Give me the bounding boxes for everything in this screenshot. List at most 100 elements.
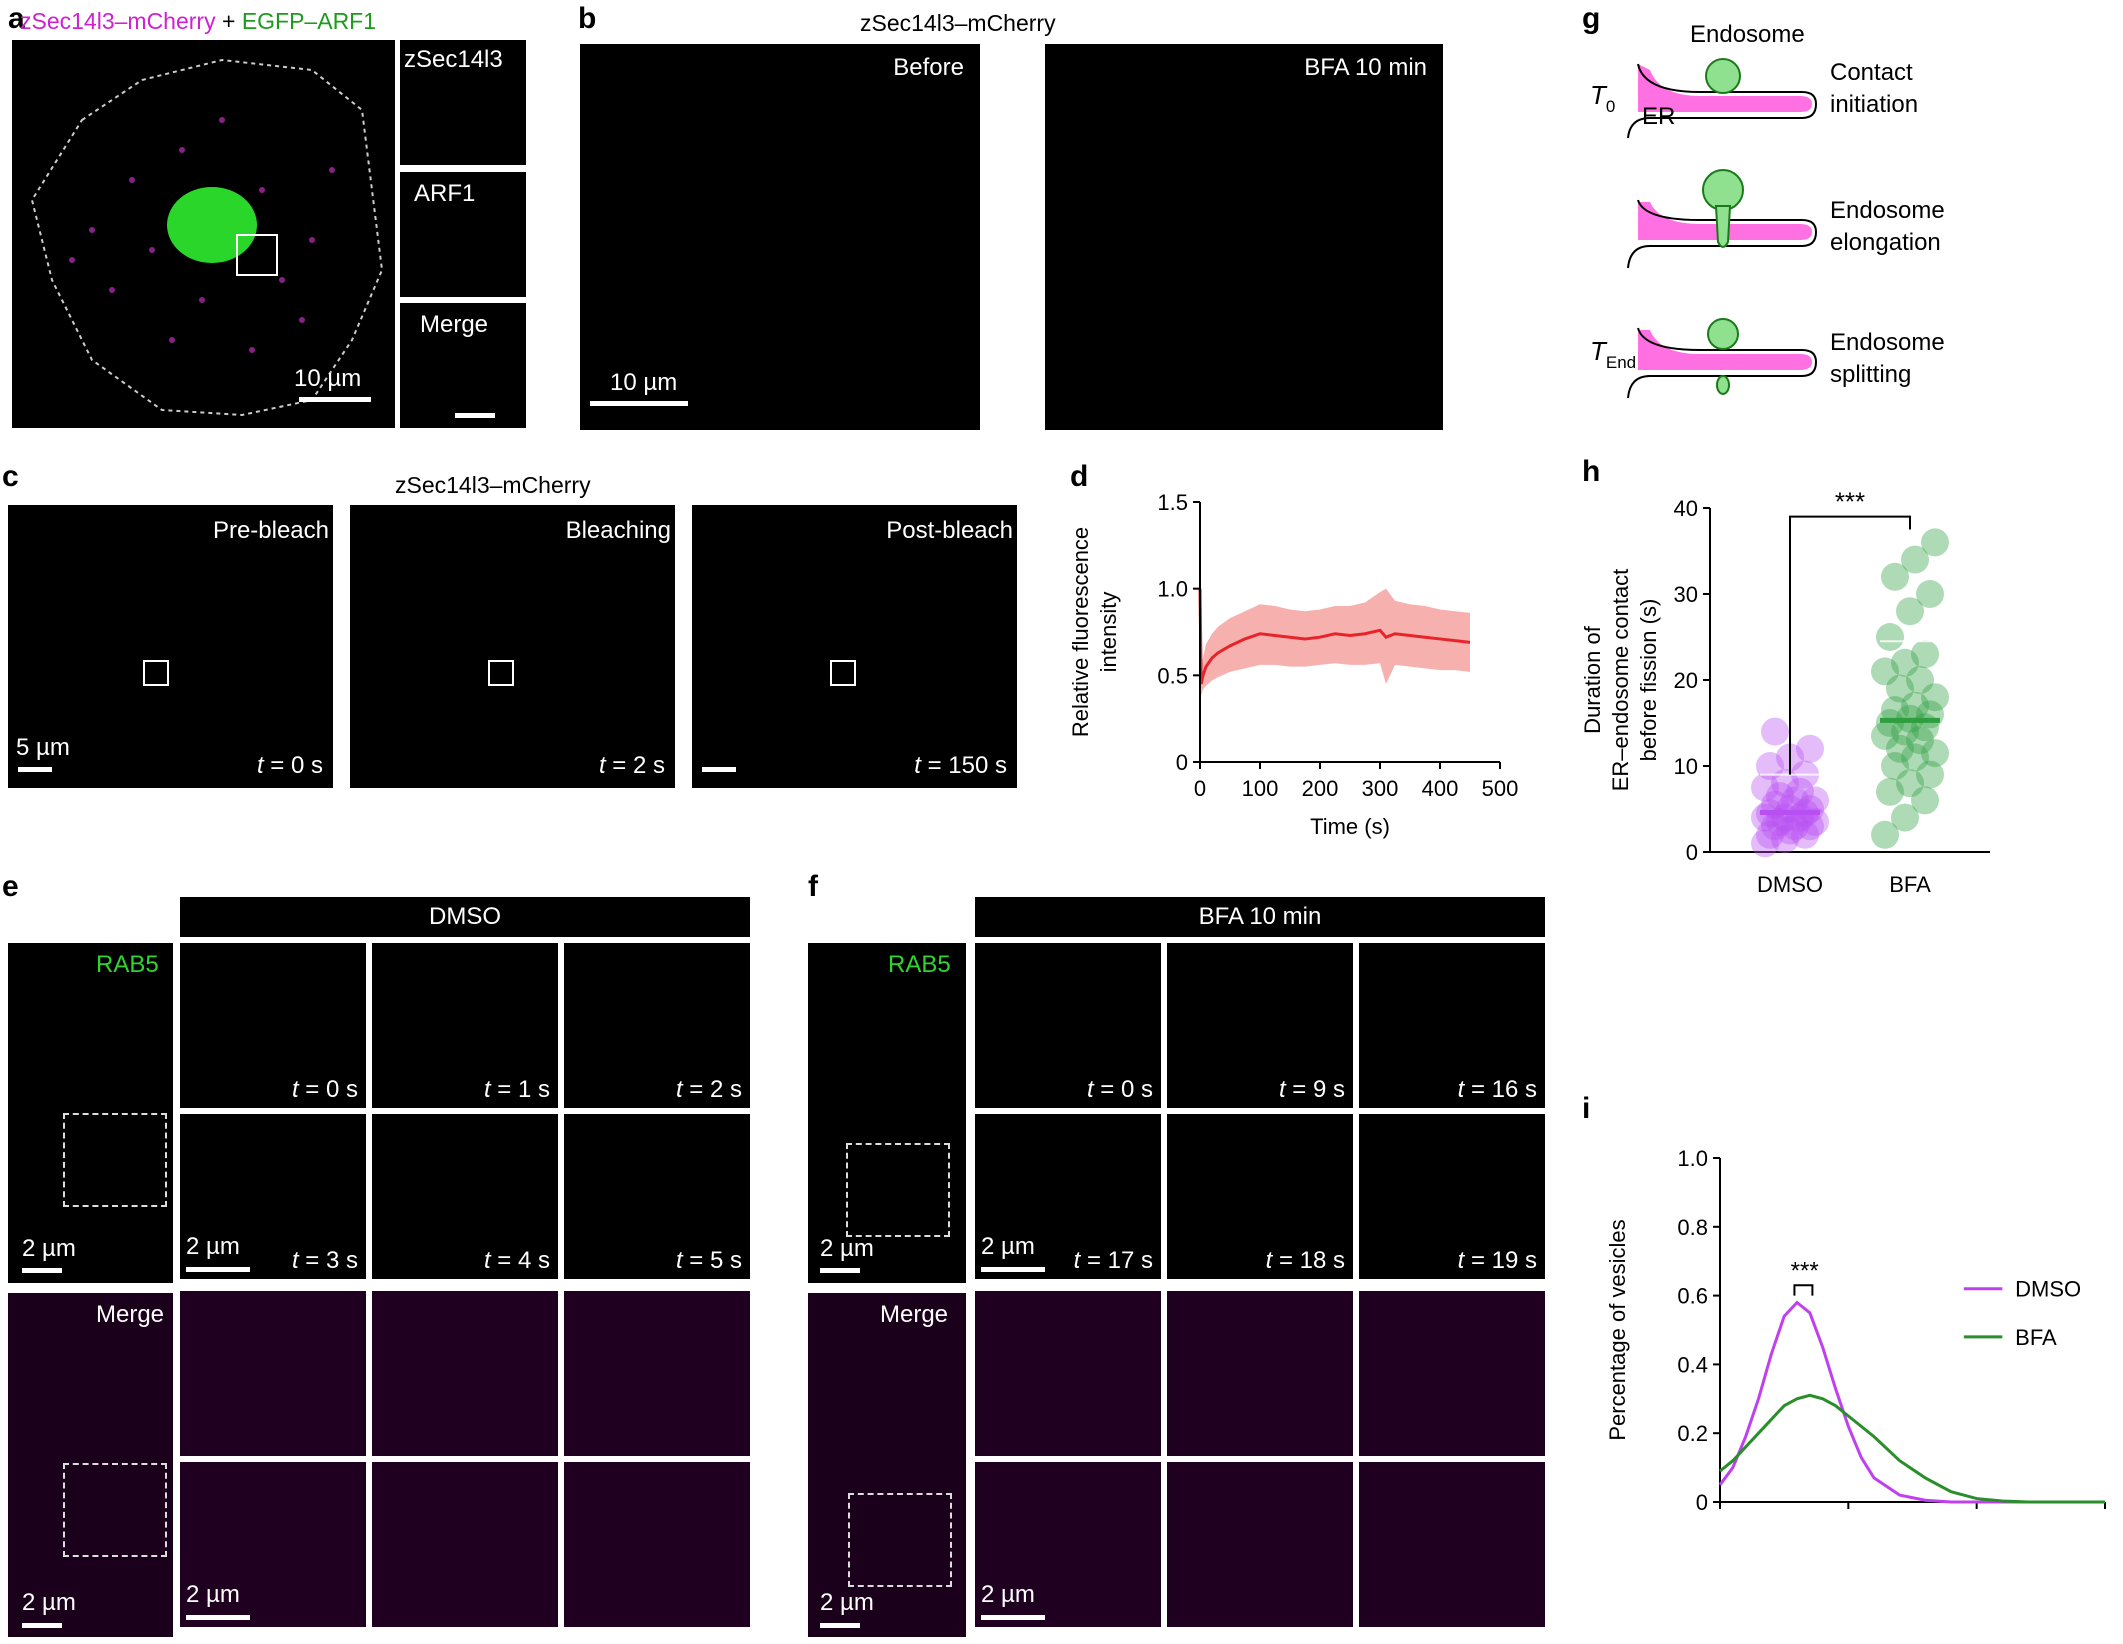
- g-tend-label: TEnd: [1590, 336, 1636, 372]
- panel-f-merge-roi: [848, 1493, 952, 1587]
- h-point-DMSO-25: [1756, 752, 1784, 780]
- panel-e-rab5-overview: RAB5 2 µm: [8, 943, 173, 1283]
- h-ylabel-line0: Duration of: [1580, 625, 1605, 734]
- g-row-elongation: [1627, 169, 1818, 269]
- e-time-label-1: t = 1 s: [483, 1076, 550, 1103]
- g-t0-label: T0: [1590, 80, 1615, 116]
- h-ytick-label-4: 40: [1674, 496, 1698, 521]
- panel-b-scale-label: 10 µm: [610, 369, 678, 396]
- h-point-DMSO-28: [1761, 717, 1789, 746]
- panel-f-merge-scale-label: 2 µm: [820, 1589, 874, 1616]
- panel-letter-a: a: [8, 2, 25, 35]
- g-step2-line1: Endosome: [1830, 197, 1945, 224]
- panel-c-bleach-roi-3: [830, 660, 856, 686]
- h-point-DMSO-21: [1786, 777, 1814, 806]
- panel-c-bleach-time: t = 2 s: [598, 752, 665, 779]
- g-step3-line2: splitting: [1830, 361, 1911, 388]
- panel-a-inset-label-zsec: zSec14l3: [404, 46, 503, 73]
- i-sig-stars: ***: [1791, 1257, 1819, 1284]
- h-ytick-label-1: 10: [1674, 754, 1698, 779]
- f-tile-scalebar-3: [981, 1615, 1045, 1620]
- panel-e-merge-label: Merge: [96, 1301, 165, 1328]
- h-point-BFA-8: [1921, 739, 1949, 768]
- panel-letter-f: f: [808, 870, 818, 903]
- panel-f-rab5-label: RAB5: [888, 951, 951, 978]
- f-tile-r1-c2: t = 19 s: [1359, 1114, 1545, 1279]
- h-point-BFA-26: [1896, 597, 1924, 626]
- panel-c-scalebar: [18, 767, 52, 772]
- d-mean-line: [1198, 588, 1471, 685]
- panel-f-merge-overview: Merge 2 µm: [808, 1293, 966, 1637]
- f-tile-scale-label-3: 2 µm: [981, 1581, 1035, 1608]
- h-point-DMSO-5: [1796, 812, 1824, 841]
- panel-letter-b: b: [578, 2, 597, 35]
- h-point-DMSO-2: [1791, 820, 1819, 849]
- f-tile-r1-c0: t = 17 s 2 µm: [975, 1114, 1161, 1279]
- panel-f-overview-scalebar: [820, 1268, 860, 1273]
- panel-a-title: zSec14l3–mCherry + EGFP–ARF1: [20, 8, 376, 35]
- panel-b-before-label: Before: [893, 54, 964, 81]
- h-sig-bracket: [1789, 515, 1911, 775]
- panel-c-bleach-label: Bleaching: [565, 517, 671, 544]
- e-tile-r0-c2: t = 2 s: [564, 943, 750, 1108]
- f-tile-scalebar-1: [981, 1267, 1045, 1272]
- g-step1-line1: Contact: [1830, 59, 1913, 86]
- panel-letter-e: e: [2, 870, 19, 903]
- panel-a-title-magenta: zSec14l3–mCherry: [20, 8, 216, 34]
- panel-c-pre-label: Pre-bleach: [212, 517, 329, 544]
- f-tile-r0-c2: t = 16 s: [1359, 943, 1545, 1108]
- panel-a-inset-label-merge: Merge: [420, 311, 489, 338]
- g-step2-line2: elongation: [1830, 229, 1941, 256]
- h-point-BFA-0: [1871, 820, 1899, 849]
- h-category-1: BFA: [1889, 872, 1931, 897]
- e-time-label-4: t = 4 s: [483, 1247, 550, 1274]
- e-tile-r3-c1: [372, 1462, 558, 1627]
- panel-letter-d: d: [1070, 460, 1089, 493]
- h-point-DMSO-0: [1751, 829, 1779, 858]
- i-ytick-label-2: 0.4: [1677, 1352, 1708, 1377]
- panel-c-scale-label: 5 µm: [16, 734, 70, 761]
- h-point-BFA-22: [1871, 657, 1899, 686]
- panel-g-diagram: Endosome ER T0 Contact initiation Endoso…: [1590, 21, 1945, 399]
- h-category-0: DMSO: [1757, 872, 1823, 897]
- panel-e-merge-scalebar: [22, 1623, 62, 1628]
- i-ytick-label-1: 0.2: [1677, 1421, 1708, 1446]
- i-sig-bracket: [1793, 1284, 1814, 1296]
- i-xtick-label-1: 0.5: [1833, 1516, 1864, 1520]
- e-tile-r1-c0: t = 3 s 2 µm: [180, 1114, 366, 1279]
- h-point-BFA-2: [1911, 786, 1939, 815]
- panel-c-pre-time: t = 0 s: [256, 752, 323, 779]
- panel-a-title-green: EGFP–ARF1: [241, 8, 377, 34]
- d-xtick-label-0: 0: [1194, 776, 1206, 801]
- panel-c-frame-pre: Pre-bleach t = 0 s 5 µm: [8, 505, 333, 788]
- h-point-BFA-11: [1871, 721, 1899, 750]
- panel-c-frame-post: Post-bleach t = 150 s: [692, 505, 1017, 788]
- panel-c-bleach-roi-2: [488, 660, 514, 686]
- h-point-DMSO-22: [1751, 773, 1779, 802]
- panel-a-inset-zsec: zSec14l3: [400, 40, 526, 165]
- h-ytick-label-0: 0: [1686, 840, 1698, 865]
- h-point-DMSO-7: [1781, 812, 1809, 841]
- panel-a-scale-label: 10 µm: [294, 365, 362, 392]
- h-point-BFA-20: [1886, 674, 1914, 703]
- panel-c-frame-bleach: Bleaching t = 2 s: [350, 505, 675, 788]
- panel-c-post-scalebar: [702, 767, 736, 772]
- i-line-DMSO: [1718, 1300, 2105, 1504]
- panel-e-overview-scale-label: 2 µm: [22, 1235, 76, 1262]
- chart-d: 0 100 200 300 400 500 0 0.5 1.0 1.5 Time (s) Relati…: [1068, 490, 1518, 839]
- i-legend-label-BFA: BFA: [2015, 1325, 2057, 1350]
- e-tile-scalebar-1: [186, 1267, 250, 1272]
- i-legend-label-DMSO: DMSO: [2015, 1277, 2081, 1302]
- panel-letter-g: g: [1582, 2, 1601, 35]
- panel-c-post-label: Post-bleach: [886, 517, 1013, 544]
- panel-e-overview-scalebar: [22, 1268, 62, 1273]
- d-xlabel: Time (s): [1310, 814, 1390, 839]
- e-tile-r1-c1: t = 4 s: [372, 1114, 558, 1279]
- h-point-BFA-1: [1891, 803, 1919, 832]
- h-point-DMSO-16: [1796, 795, 1824, 823]
- f-time-label-3: t = 17 s: [1073, 1247, 1153, 1274]
- panel-f-header: BFA 10 min: [975, 897, 1545, 937]
- d-xtick-label-4: 400: [1422, 776, 1459, 801]
- i-ytick-label-3: 0.6: [1677, 1284, 1708, 1309]
- h-point-BFA-14: [1876, 709, 1904, 737]
